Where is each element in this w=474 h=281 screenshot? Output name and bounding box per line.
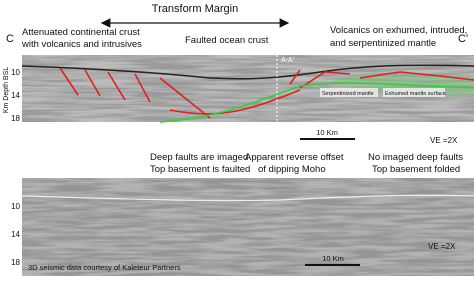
tick-label: 10 bbox=[11, 68, 20, 77]
note: Top basement folded bbox=[372, 164, 460, 175]
credit: 3D seismic data courtesy of Kaleteur Par… bbox=[28, 263, 181, 272]
end-label: C' bbox=[458, 33, 468, 45]
tick-label: 14 bbox=[11, 91, 20, 100]
line-label: A-A' bbox=[281, 57, 294, 64]
note: No imaged deep faults bbox=[368, 152, 463, 163]
ve-label: VE =2X bbox=[428, 242, 456, 251]
upper-panel: A-A' Serpentinized mantle Exhumed mantle… bbox=[3, 55, 474, 123]
axis-label: Km Depth BSL bbox=[3, 67, 10, 113]
tick-label: 18 bbox=[11, 258, 20, 267]
note: Deep faults are imaged bbox=[150, 152, 248, 163]
label: Serpentinized mantle bbox=[322, 91, 374, 97]
note: Top basement is faulted bbox=[150, 164, 250, 175]
seismic bbox=[22, 178, 474, 276]
ve-label: VE =2X bbox=[430, 136, 458, 145]
tick-label: 18 bbox=[11, 114, 20, 123]
label: Exhumed mantle surface bbox=[385, 91, 446, 97]
annotation: and serpentinized mantle bbox=[330, 38, 436, 49]
tick-label: 14 bbox=[11, 230, 20, 239]
tick-label: 10 bbox=[11, 202, 20, 211]
annotation: Volcanics on exhumed, intruded, bbox=[330, 25, 467, 36]
note: of dipping Moho bbox=[258, 164, 326, 175]
annotation: Attenuated continental crust bbox=[22, 27, 140, 38]
annotation: with volcanics and intrusives bbox=[21, 39, 142, 50]
lower-panel: 10 14 18 3D seismic data courtesy of Kal… bbox=[11, 178, 474, 276]
scale-label: 10 Km bbox=[322, 254, 344, 263]
title: Transform Margin bbox=[152, 3, 238, 15]
note: Apparent reverse offset bbox=[245, 152, 344, 163]
end-label: C bbox=[6, 33, 14, 45]
scale-label: 10 Km bbox=[316, 128, 338, 137]
annotation: Faulted ocean crust bbox=[185, 35, 269, 46]
